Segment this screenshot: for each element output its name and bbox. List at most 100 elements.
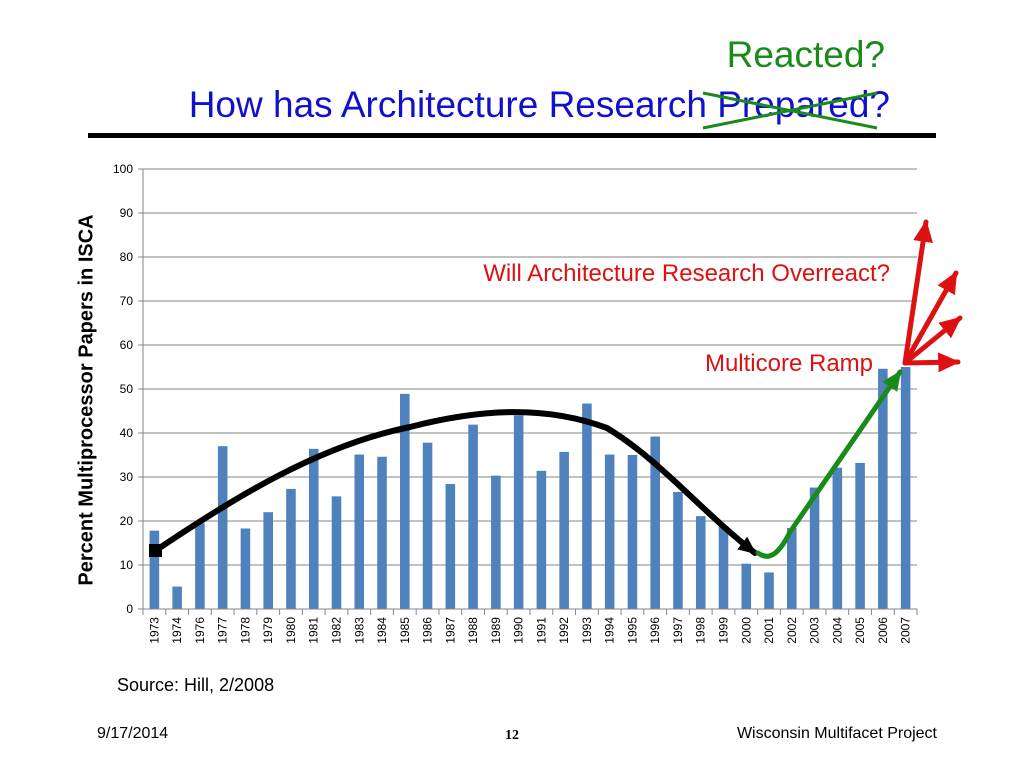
- bar: [878, 368, 888, 609]
- x-tick-label: 2000: [739, 617, 753, 644]
- bar: [536, 470, 547, 609]
- x-tick-label: 1988: [466, 617, 480, 644]
- x-tick-label: 1986: [421, 617, 435, 644]
- bar: [217, 446, 228, 609]
- y-tick-label: 50: [120, 382, 134, 396]
- bar: [195, 523, 205, 609]
- y-tick-label: 60: [120, 338, 134, 352]
- x-tick-label: 1994: [603, 617, 617, 644]
- bar: [354, 454, 365, 609]
- x-tick-label: 1978: [238, 617, 252, 644]
- bar: [582, 403, 592, 609]
- bar: [855, 462, 865, 609]
- x-tick-label: 1992: [557, 617, 571, 644]
- x-tick-label: 1996: [648, 617, 662, 644]
- title-divider: [88, 133, 936, 138]
- bar: [627, 455, 638, 609]
- overreact-annotation: Will Architecture Research Overreact?: [483, 260, 890, 287]
- x-tick-label: 1976: [193, 617, 207, 644]
- x-tick-label: 1998: [694, 617, 708, 644]
- x-tick-label: 2004: [830, 617, 844, 644]
- x-tick-label: 1984: [375, 617, 389, 644]
- title-correction: Reacted?: [726, 34, 885, 75]
- x-tick-label: 1989: [489, 617, 503, 644]
- y-tick-label: 80: [120, 250, 134, 264]
- x-tick-label: 1991: [534, 617, 548, 644]
- x-tick-label: 2001: [762, 617, 776, 644]
- bar: [422, 442, 433, 609]
- strike-line: [702, 91, 878, 130]
- x-tick-label: 2003: [808, 617, 822, 644]
- footer-date: 9/17/2014: [97, 725, 169, 742]
- x-tick-label: 1977: [216, 617, 230, 644]
- y-tick-label: 0: [126, 602, 133, 616]
- bar: [787, 528, 797, 609]
- bar: [695, 516, 706, 609]
- chart-axes: 0 10 20 30 40 50 60 70 80 90 100 1973 1974 1976 1977 19…: [113, 162, 918, 644]
- x-tick-label: 2005: [853, 617, 867, 644]
- y-tick-label: 100: [113, 162, 133, 176]
- bar: [650, 436, 660, 609]
- x-tick-label: 1999: [717, 617, 731, 644]
- chart-bars: [149, 367, 911, 609]
- overreact-arrow: [902, 315, 963, 366]
- bar: [900, 367, 911, 609]
- slide-title: How has Architecture Research Prepared?: [188, 84, 890, 125]
- bar: [377, 456, 387, 609]
- x-tick-label: 1974: [170, 617, 184, 644]
- chart-gridlines: [143, 168, 917, 610]
- chart-annotations: [149, 91, 963, 559]
- bar: [604, 454, 615, 609]
- overreact-arrow: [902, 352, 961, 373]
- overreact-arrow: [902, 219, 933, 366]
- x-tick-label: 1983: [352, 617, 366, 644]
- bar: [832, 467, 843, 609]
- x-tick-label: 1973: [147, 617, 161, 644]
- bar: [149, 530, 160, 609]
- overreact-arrow: [902, 270, 959, 366]
- bar: [286, 488, 296, 609]
- x-tick-label: 1990: [512, 617, 526, 644]
- trend-curve: [152, 409, 758, 556]
- x-tick-label: 1979: [261, 617, 275, 644]
- x-tick-label: 1980: [284, 617, 298, 644]
- bar: [809, 487, 820, 609]
- trend-curve-start: [149, 544, 162, 557]
- y-tick-label: 10: [120, 558, 134, 572]
- bar: [308, 448, 319, 609]
- multicore-ramp-arrow: [755, 369, 903, 559]
- bar: [172, 586, 182, 609]
- bar: [764, 572, 774, 609]
- bar: [468, 424, 478, 609]
- y-tick-label: 30: [120, 470, 134, 484]
- bar: [513, 415, 524, 609]
- bar: [400, 393, 410, 609]
- bar: [240, 528, 251, 609]
- bar: [559, 451, 569, 609]
- x-tick-label: 1997: [671, 617, 685, 644]
- y-tick-label: 20: [120, 514, 134, 528]
- x-tick-label: 1995: [625, 617, 639, 644]
- x-tick-label: 2007: [899, 617, 913, 644]
- x-tick-label: 1985: [398, 617, 412, 644]
- bar: [445, 484, 456, 609]
- y-tick-label: 90: [120, 206, 134, 220]
- x-tick-label: 1982: [330, 617, 344, 644]
- bar: [673, 491, 683, 609]
- x-tick-label: 2006: [876, 617, 890, 644]
- footer-project: Wisconsin Multifacet Project: [736, 725, 937, 742]
- x-tick-label: 1981: [307, 617, 321, 644]
- bar: [718, 526, 729, 609]
- x-tick-label: 1993: [580, 617, 594, 644]
- x-tick-label: 1987: [443, 617, 457, 644]
- bar: [263, 512, 273, 609]
- bar: [741, 563, 752, 609]
- bar: [491, 475, 501, 609]
- x-tick-label: 2002: [785, 617, 799, 644]
- footer-page-number: 12: [505, 728, 519, 743]
- bar: [331, 496, 342, 609]
- source-note: Source: Hill, 2/2008: [117, 675, 275, 695]
- y-tick-label: 40: [120, 426, 134, 440]
- multicore-ramp-annotation: Multicore Ramp: [704, 350, 873, 377]
